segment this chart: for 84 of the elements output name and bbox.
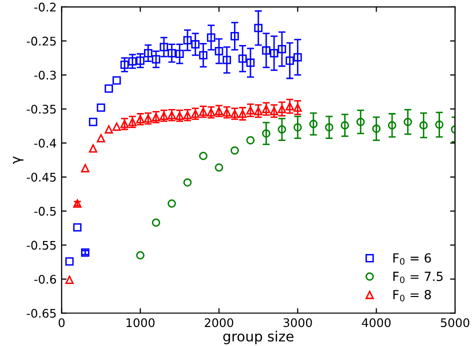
point (152, 55, 160, 64)
x-tick-label: 2000 (204, 318, 234, 328)
y-tick-label: -0.45 (26, 172, 56, 182)
point (206, 33, 216, 42)
point (419, 121, 428, 130)
x-tick-label: 1000 (126, 318, 155, 328)
x-tick-label: 0 (58, 318, 65, 328)
y-tick-label: -0.5 (34, 206, 56, 216)
point (246, 136, 255, 144)
point (246, 58, 255, 67)
y-tick-label: -0.4 (34, 138, 56, 148)
point (246, 106, 255, 115)
legend-label: F$_{0}$ = 6 (393, 253, 431, 265)
point (222, 56, 232, 64)
point (88, 118, 98, 126)
point (81, 164, 90, 172)
point (294, 123, 302, 132)
point (175, 50, 184, 58)
point (340, 121, 350, 130)
point (278, 44, 286, 54)
point (65, 257, 74, 266)
legend-label: F$_{0}$ = 7.5 (393, 272, 443, 284)
point (388, 121, 396, 130)
point (278, 125, 286, 134)
point (356, 118, 365, 126)
point (96, 103, 106, 112)
point (404, 118, 412, 126)
point (324, 123, 334, 132)
point (262, 129, 270, 138)
y-tick-label: -0.35 (26, 104, 56, 114)
x-tick-label: 4000 (362, 318, 391, 328)
point (214, 46, 224, 56)
x-axis-title: group size (223, 330, 294, 344)
point (112, 76, 121, 85)
point (191, 40, 200, 49)
point (104, 125, 113, 134)
point (104, 84, 113, 93)
point (309, 120, 318, 128)
point (65, 276, 74, 284)
point (96, 134, 106, 142)
point (199, 152, 208, 160)
point (136, 251, 144, 260)
y-axis-title: γ (12, 156, 24, 164)
point (238, 110, 247, 118)
y-tick-label: -0.55 (26, 240, 56, 250)
point (168, 49, 176, 58)
point (262, 46, 270, 55)
point (183, 36, 192, 44)
point (160, 42, 168, 52)
point (88, 144, 98, 153)
legend-label: F$_{0}$ = 8 (393, 290, 431, 302)
point (168, 199, 176, 208)
y-tick-label: -0.6 (34, 274, 56, 284)
y-tick-label: -0.3 (34, 70, 56, 80)
x-tick-label: 5000 (440, 318, 470, 328)
point (286, 102, 294, 110)
point (183, 178, 192, 187)
point (199, 51, 208, 60)
point (254, 106, 262, 116)
point (152, 218, 160, 227)
point (278, 104, 286, 114)
point (214, 163, 224, 172)
point (254, 24, 262, 32)
x-tick-label: 3000 (284, 318, 312, 328)
point (144, 49, 152, 58)
point (120, 60, 129, 69)
point (286, 56, 294, 65)
point (230, 32, 239, 40)
point (262, 104, 270, 114)
point (294, 53, 302, 62)
point (372, 124, 381, 133)
point (73, 223, 82, 232)
y-tick-label: -0.25 (26, 36, 56, 46)
point (294, 103, 302, 112)
y-tick-label: -0.65 (26, 308, 56, 318)
point (112, 122, 121, 131)
point (270, 106, 278, 116)
point (136, 56, 144, 65)
point (230, 146, 239, 155)
point (270, 49, 278, 58)
point (435, 120, 444, 129)
point (238, 54, 247, 63)
y-tick-label: -0.2 (34, 2, 56, 12)
point (128, 57, 137, 66)
